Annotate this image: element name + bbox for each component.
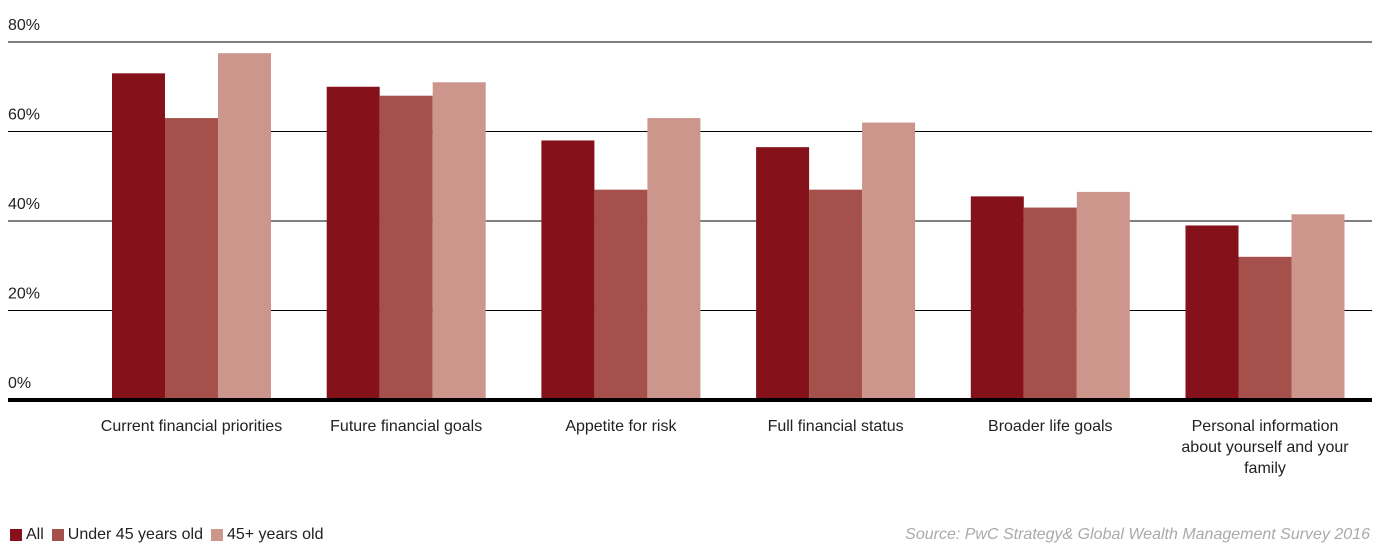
- y-tick-label: 40%: [8, 196, 40, 213]
- legend-item: Under 45 years old: [51, 526, 203, 544]
- bar: [165, 118, 218, 400]
- bar: [1185, 225, 1239, 400]
- bar: [1023, 207, 1077, 400]
- bar: [809, 189, 863, 400]
- legend-item: 45+ years old: [210, 526, 324, 544]
- y-tick-label: 0%: [8, 375, 31, 392]
- bar: [379, 95, 433, 400]
- bar: [432, 82, 486, 401]
- bar: [112, 73, 165, 400]
- legend-label: 45+ years old: [226, 526, 324, 543]
- bar: [647, 118, 701, 400]
- x-tick-label: Appetite for risk: [565, 418, 677, 435]
- legend-item: All: [10, 526, 44, 544]
- x-tick-label: Current financial priorities: [100, 418, 283, 435]
- x-tick-label: Broader life goals: [988, 418, 1113, 435]
- y-tick-label: 80%: [8, 17, 40, 34]
- bar: [594, 189, 648, 400]
- source: Source: PwC Strategy& Global Wealth Mana…: [905, 526, 1370, 543]
- legend-swatch: [210, 529, 223, 541]
- legend-swatch: [51, 529, 64, 541]
- y-tick-label: 20%: [8, 286, 40, 303]
- bar: [756, 147, 810, 400]
- bar: [970, 196, 1024, 400]
- legend-label: Under 45 years old: [67, 526, 203, 543]
- legend: All Under 45 years old 45+ years old: [10, 526, 323, 544]
- x-tick-label: Future financial goals: [330, 418, 483, 435]
- bar: [541, 140, 595, 400]
- bar: [218, 53, 271, 400]
- x-tick-label: Personal information about yourself and …: [1181, 418, 1349, 477]
- legend-swatch: [10, 529, 22, 541]
- legend-label: All: [26, 526, 44, 543]
- bar: [1291, 214, 1345, 400]
- x-tick-label: Full financial status: [767, 418, 904, 435]
- bar: [1238, 256, 1292, 400]
- bar: [862, 122, 916, 401]
- y-tick-label: 60%: [8, 107, 40, 124]
- bar: [326, 86, 380, 400]
- bar: [1076, 191, 1130, 400]
